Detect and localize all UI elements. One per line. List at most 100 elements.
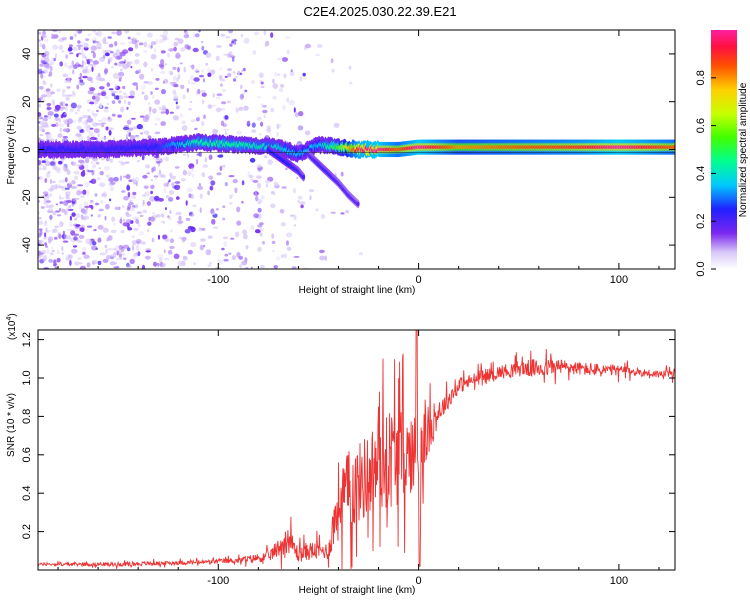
- noise-speck: [84, 56, 87, 60]
- noise-speck: [257, 246, 262, 252]
- noise-speck: [299, 76, 303, 82]
- noise-speck: [160, 213, 165, 218]
- noise-speck: [168, 190, 175, 195]
- noise-speck: [147, 135, 152, 139]
- noise-speck: [75, 62, 80, 68]
- noise-speck: [241, 69, 244, 73]
- noise-speck: [172, 89, 177, 95]
- noise-speck: [185, 217, 191, 221]
- noise-speck: [113, 176, 119, 182]
- noise-speck: [330, 58, 334, 64]
- noise-speck: [223, 236, 228, 240]
- noise-speck: [51, 33, 55, 37]
- noise-speck: [128, 95, 135, 99]
- noise-speck: [250, 79, 255, 85]
- noise-speck: [138, 69, 141, 74]
- noise-speck: [134, 241, 140, 248]
- noise-speck: [123, 195, 129, 201]
- noise-speck: [48, 259, 53, 263]
- spectrogram-ytick-label: -20: [21, 189, 33, 205]
- noise-speck: [146, 131, 149, 137]
- noise-speck: [280, 84, 285, 88]
- noise-speck: [83, 201, 89, 207]
- snr-exponent-close: ): [7, 313, 18, 316]
- noise-speck: [199, 193, 203, 199]
- noise-speck: [74, 226, 79, 232]
- noise-speck: [278, 87, 284, 93]
- noise-speck: [233, 42, 237, 46]
- noise-speck: [228, 30, 233, 34]
- noise-speck: [62, 234, 66, 240]
- noise-speck: [105, 203, 110, 210]
- noise-speck: [168, 217, 172, 221]
- noise-speck: [41, 35, 47, 38]
- noise-speck: [143, 94, 149, 101]
- noise-speck: [54, 167, 61, 172]
- noise-speck: [136, 252, 139, 255]
- noise-speck: [223, 53, 228, 56]
- noise-speck: [79, 265, 86, 269]
- noise-speck: [119, 256, 123, 260]
- noise-speck: [207, 104, 213, 109]
- noise-speck: [79, 72, 83, 79]
- colorbar-tick-label: 0.8: [695, 70, 707, 85]
- noise-speck: [110, 229, 117, 234]
- noise-speck: [95, 95, 100, 102]
- noise-speck: [211, 104, 217, 107]
- noise-speck: [106, 82, 111, 87]
- noise-speck: [241, 260, 248, 266]
- noise-speck: [293, 107, 296, 113]
- noise-speck: [250, 266, 253, 269]
- noise-speck: [163, 257, 170, 261]
- noise-speck: [340, 171, 344, 177]
- noise-speck: [219, 83, 223, 87]
- noise-speck: [103, 108, 109, 113]
- noise-speck: [111, 90, 118, 94]
- noise-speck: [202, 164, 209, 169]
- noise-speck: [56, 169, 61, 174]
- noise-speck: [86, 262, 91, 268]
- noise-speck: [289, 70, 295, 77]
- noise-speck: [176, 105, 180, 110]
- noise-speck: [231, 56, 235, 62]
- noise-speck: [38, 68, 43, 75]
- noise-speck: [236, 220, 242, 226]
- noise-speck: [182, 255, 188, 261]
- noise-speck: [196, 89, 199, 96]
- noise-speck: [293, 214, 297, 221]
- noise-speck: [203, 114, 206, 120]
- noise-speck: [62, 240, 69, 243]
- noise-speck: [47, 171, 51, 174]
- noise-speck: [169, 210, 172, 214]
- noise-speck: [260, 81, 264, 85]
- noise-speck: [101, 124, 104, 128]
- noise-speck: [72, 120, 77, 124]
- noise-speck: [107, 59, 111, 65]
- noise-speck: [106, 102, 110, 106]
- noise-speck: [189, 213, 195, 217]
- noise-speck: [207, 264, 212, 267]
- noise-speck: [257, 207, 262, 213]
- noise-speck: [53, 228, 58, 233]
- noise-speck: [56, 249, 60, 254]
- noise-speck: [80, 214, 84, 220]
- noise-speck: [99, 182, 106, 188]
- noise-speck: [272, 78, 275, 84]
- noise-speck: [180, 178, 186, 182]
- noise-speck: [198, 115, 201, 119]
- noise-speck: [43, 158, 49, 165]
- noise-speck: [194, 127, 198, 131]
- noise-speck: [201, 40, 204, 44]
- noise-speck: [254, 192, 258, 196]
- noise-speck: [286, 246, 292, 251]
- noise-speck: [203, 244, 206, 248]
- noise-speck: [118, 78, 122, 82]
- noise-speck: [82, 115, 86, 118]
- noise-speck: [143, 185, 149, 189]
- noise-speck: [46, 92, 53, 98]
- noise-speck: [236, 206, 241, 213]
- noise-speck: [68, 64, 74, 69]
- noise-speck: [154, 87, 159, 91]
- noise-speck: [270, 107, 275, 113]
- noise-speck: [257, 182, 261, 189]
